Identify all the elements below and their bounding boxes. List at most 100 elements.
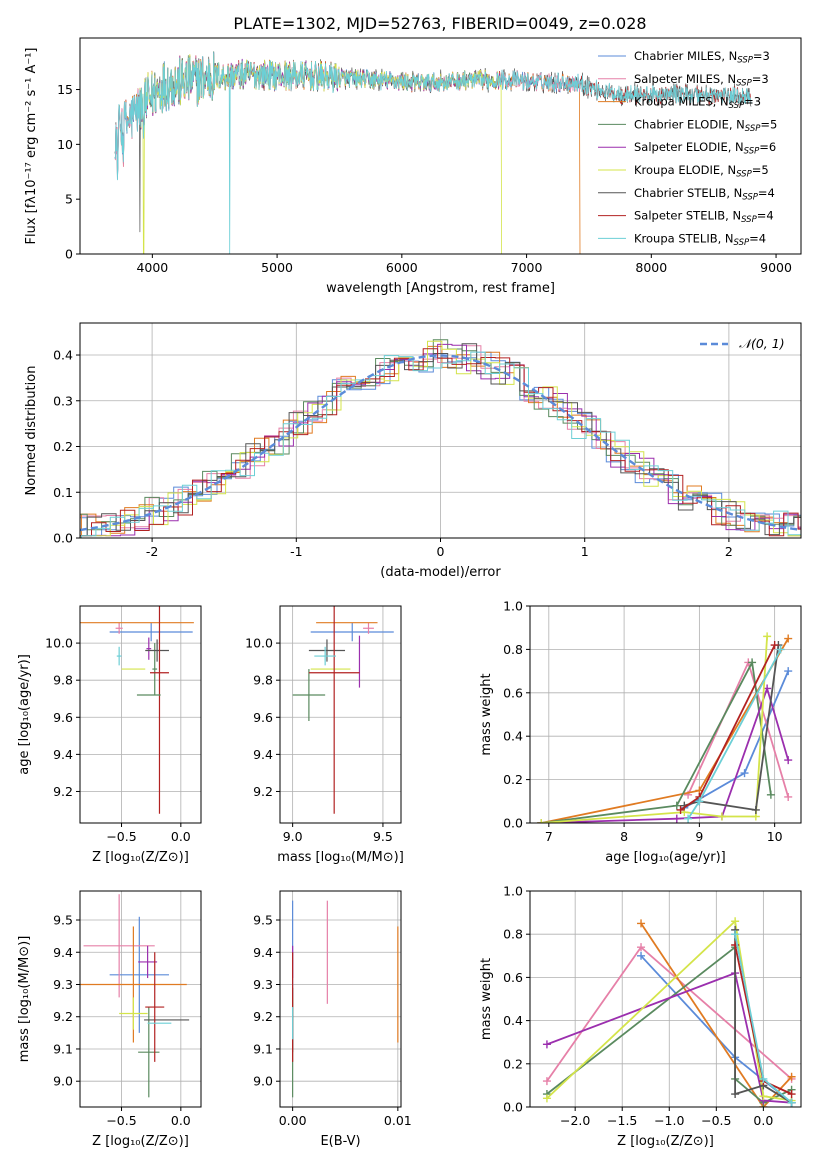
age-vs-mass-x-axis-label: mass [log₁₀(M/M⊙)] xyxy=(277,850,404,865)
y-tick-label: 0.4 xyxy=(53,348,73,363)
weight-line xyxy=(734,929,793,1104)
data-point xyxy=(145,639,169,662)
y-tick-label: 0.1 xyxy=(53,485,73,500)
plus-marker xyxy=(731,917,740,926)
y-tick-label: 0.4 xyxy=(503,729,523,744)
weight-series xyxy=(637,919,796,1107)
age-vs-Z-x-axis-label: Z [log₁₀(Z/Z⊙)] xyxy=(92,850,189,865)
data-point xyxy=(119,997,148,1030)
x-tick-label: 0.0 xyxy=(753,1113,773,1128)
mass-weight-vs-Z-axes: −2.0 −1.5 −1.0 −0.5 0.0 0.0 0.2 0.4 0.6 0.8 1.0 Z [… xyxy=(479,884,802,1149)
y-tick-label: 0.2 xyxy=(503,1056,523,1071)
plus-marker xyxy=(759,1092,768,1101)
age-vs-mass-axes: 9.0 9.5 9.2 9.4 9.6 9.8 10.0 mass [log₁₀(M/M⊙)] xyxy=(245,605,404,865)
y-tick-label: 0.6 xyxy=(503,970,523,985)
mass-vs-EBV-frame xyxy=(279,890,402,1108)
mass-vs-Z-frame-group: −0.5 0.0 9.0 9.1 9.2 9.3 9.4 9.5 Z [log₁₀(Z/Z⊙)]… xyxy=(17,890,202,1149)
mass-vs-Z-x-axis-label: Z [log₁₀(Z/Z⊙)] xyxy=(92,1134,189,1149)
mass-weight-vs-age-frame-group: 7 8 9 10 0.0 0.2 0.4 0.6 0.8 1.0 age [log₁₀(age/yr… xyxy=(479,599,802,865)
y-tick-label: 0.4 xyxy=(503,1013,523,1028)
data-point xyxy=(116,646,122,666)
plus-marker xyxy=(784,792,793,801)
mass-vs-EBV-frame-group: 0.00 0.01 9.0 9.1 9.2 9.3 9.4 9.5 E(B-V) xyxy=(253,890,412,1149)
plus-marker xyxy=(759,1074,768,1083)
spectrum-legend: Chabrier MILES, NSSP=3 Salpeter MILES, NS… xyxy=(598,49,777,248)
residuals-legend: 𝒩(0, 1) xyxy=(700,336,785,351)
y-tick-label: 9.4 xyxy=(53,945,73,960)
data-point xyxy=(109,622,193,642)
data-point xyxy=(310,622,394,642)
spectrum-frame xyxy=(79,37,802,255)
plus-marker xyxy=(776,645,785,654)
figure-title: PLATE=1302, MJD=52763, FIBERID=0049, z=0… xyxy=(233,14,646,33)
x-tick-label: 0.00 xyxy=(279,1113,307,1128)
y-tick-label: 0.0 xyxy=(53,531,73,546)
y-tick-label: 0.6 xyxy=(503,685,523,700)
plus-marker xyxy=(751,805,760,814)
y-tick-label: 0.8 xyxy=(503,642,523,657)
y-tick-label: 0.0 xyxy=(503,1100,523,1115)
mass-weight-vs-age-x-axis-label: age [log₁₀(age/yr)] xyxy=(605,850,726,865)
x-tick-label: −2.0 xyxy=(560,1113,590,1128)
y-tick-label: 5 xyxy=(65,192,73,207)
plus-marker xyxy=(748,658,757,667)
plus-marker xyxy=(695,797,704,806)
plus-marker xyxy=(542,1094,551,1103)
y-tick-label: 9.8 xyxy=(53,673,73,688)
data-point xyxy=(152,643,158,696)
y-tick-label: 9.2 xyxy=(253,784,273,799)
x-tick-label: -1 xyxy=(290,544,302,559)
plus-marker xyxy=(637,943,646,952)
data-point xyxy=(308,606,360,814)
legend-label: Kroupa STELIB, NSSP=4 xyxy=(634,231,766,248)
mass-weight-vs-age-axes: 7 8 9 10 0.0 0.2 0.4 0.6 0.8 1.0 age [log₁₀(age/yr… xyxy=(479,599,802,865)
mass-vs-EBV-plot xyxy=(292,900,399,1098)
age-vs-mass-frame xyxy=(279,605,402,824)
mass-vs-Z-axes: −0.5 0.0 9.0 9.1 9.2 9.3 9.4 9.5 Z [log₁₀(Z/Z⊙)]… xyxy=(17,890,202,1149)
y-tick-label: 9.0 xyxy=(53,1074,73,1089)
y-tick-label: 9.1 xyxy=(53,1041,73,1056)
age-vs-Z-frame-group: −0.5 0.0 9.2 9.4 9.6 9.8 10.0 Z [log₁₀(Z/Z⊙)] ag… xyxy=(17,605,202,865)
x-tick-label: −1.0 xyxy=(654,1113,684,1128)
x-tick-label: 9.0 xyxy=(283,829,303,844)
plus-marker xyxy=(770,641,779,650)
legend-label: Kroupa MILES, NSSP=3 xyxy=(634,95,761,112)
y-tick-label: 9.6 xyxy=(253,710,273,725)
x-tick-label: 9000 xyxy=(760,260,792,275)
x-tick-label: 10 xyxy=(767,829,783,844)
plus-marker xyxy=(717,812,726,821)
plus-marker xyxy=(787,1098,796,1107)
data-point xyxy=(138,1007,160,1098)
x-tick-label: 9 xyxy=(695,829,703,844)
residuals-axes: -2 -1 0 1 2 0.0 0.1 0.2 0.3 0.4 (data-model)/error… xyxy=(24,322,802,580)
legend-label: Kroupa ELODIE, NSSP=5 xyxy=(634,163,769,180)
age-vs-mass-plot xyxy=(292,606,394,814)
x-tick-label: 6000 xyxy=(386,260,418,275)
age-vs-Z-grid xyxy=(80,606,201,823)
x-tick-label: −0.5 xyxy=(106,829,136,844)
x-tick-label: -2 xyxy=(146,544,158,559)
legend-label: Chabrier STELIB, NSSP=4 xyxy=(634,186,775,203)
x-tick-label: 8 xyxy=(620,829,628,844)
data-point xyxy=(138,945,158,979)
x-tick-label: 0.0 xyxy=(171,1113,191,1128)
data-point xyxy=(308,639,346,662)
y-tick-label: 9.2 xyxy=(53,1009,73,1024)
weight-series xyxy=(684,645,785,823)
plus-marker xyxy=(784,667,793,676)
normal-reference-curve xyxy=(80,354,799,532)
x-tick-label: 0.0 xyxy=(171,829,191,844)
plus-marker xyxy=(787,1072,796,1081)
plus-marker xyxy=(542,1077,551,1086)
x-tick-label: 1 xyxy=(581,544,589,559)
mass-vs-Z-y-axis-label: mass [log₁₀(M/M⊙)] xyxy=(17,936,32,1063)
y-tick-label: 9.1 xyxy=(253,1041,273,1056)
mass-weight-vs-Z-frame xyxy=(529,890,802,1108)
legend-label: Chabrier MILES, NSSP=3 xyxy=(634,49,770,66)
x-tick-label: 7 xyxy=(545,829,553,844)
plus-marker xyxy=(672,801,681,810)
plus-marker xyxy=(766,790,775,799)
plus-marker xyxy=(784,756,793,765)
residuals-frame-group: -2 -1 0 1 2 0.0 0.1 0.2 0.3 0.4 (data-model)/error… xyxy=(24,322,802,580)
x-tick-label: 0 xyxy=(437,544,445,559)
